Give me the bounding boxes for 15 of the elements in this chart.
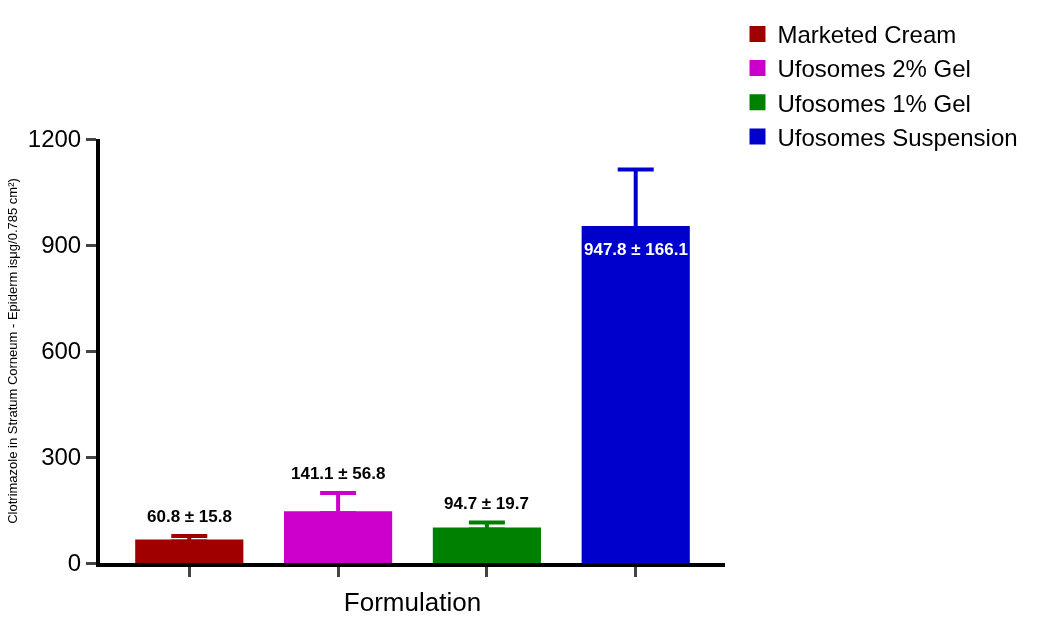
legend-label: Ufosomes 1% Gel <box>777 89 971 117</box>
legend-label: Marketed Cream <box>777 21 957 49</box>
data-label: 94.7 ± 19.7 <box>444 494 529 513</box>
legend-label: Ufosomes Suspension <box>777 123 1018 151</box>
y-tick-label: 1200 <box>27 125 82 153</box>
y-tick-label: 300 <box>41 443 82 471</box>
data-label: 947.8 ± 166.1 <box>584 240 688 259</box>
legend-label: Ufosomes 2% Gel <box>777 55 971 83</box>
data-label: 60.8 ± 15.8 <box>147 507 232 526</box>
y-tick-label: 0 <box>67 549 82 577</box>
y-axis-title: Clotrimazole in Stratum Corneum - Epiderm isμg/0.785 cm²) <box>5 178 21 524</box>
y-tick-label: 900 <box>41 231 82 259</box>
data-label: 141.1 ± 56.8 <box>291 464 386 483</box>
x-axis-title: Formulation <box>343 586 482 617</box>
y-tick-label: 600 <box>41 337 82 365</box>
